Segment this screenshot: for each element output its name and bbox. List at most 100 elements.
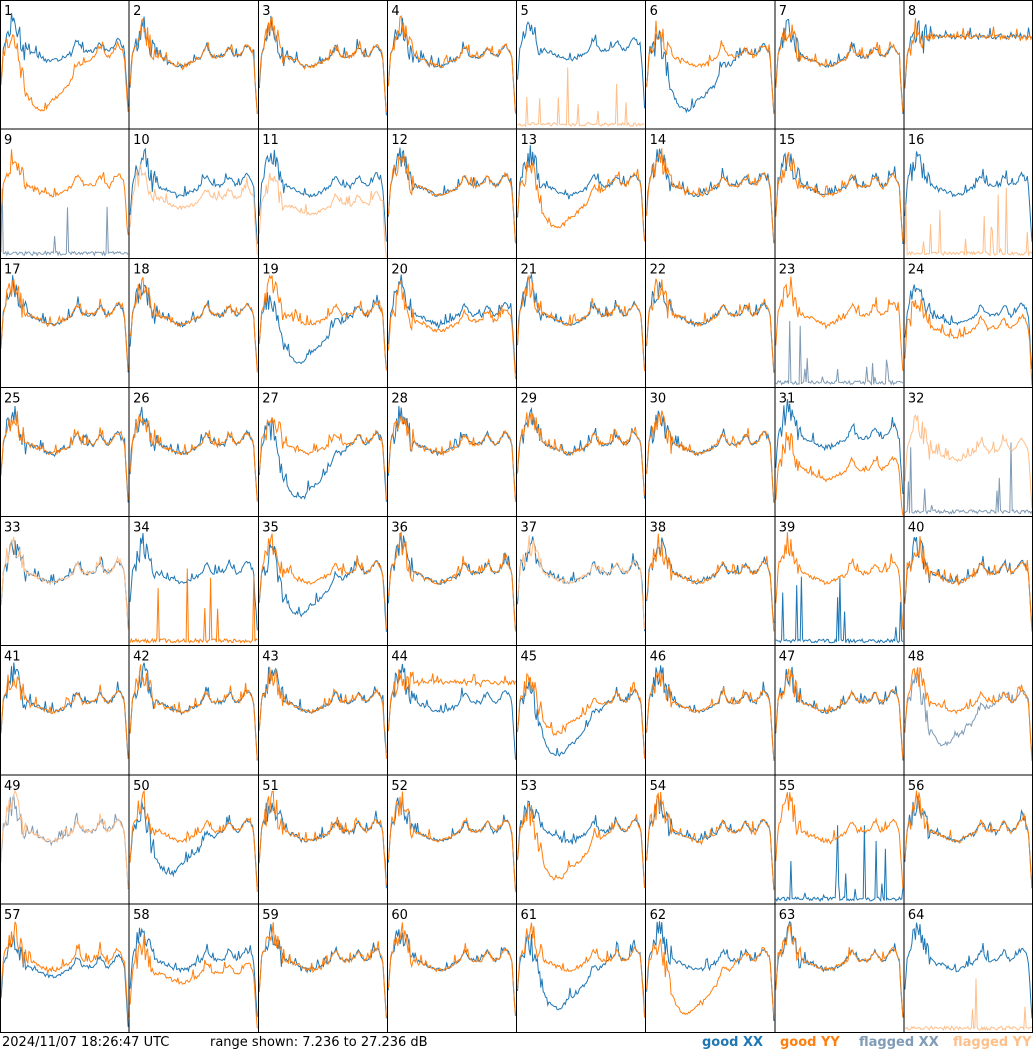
panel-label: 11 [262,133,279,148]
panel-46: 46 [646,650,775,761]
series-xx-25 [0,406,129,503]
panel-22: 22 [646,262,775,373]
panel-29: 29 [517,391,646,499]
panel-label: 15 [779,133,796,148]
series-yy-47 [775,668,904,759]
series-yy-12 [387,153,516,244]
series-yy-6 [646,20,775,115]
panel-10: 10 [129,133,258,255]
series-xx-48 [904,672,1033,754]
panel-31: 31 [775,391,904,516]
series-xx-5 [517,21,646,109]
series-xx-39 [775,576,904,645]
series-xx-12 [387,147,516,244]
panel-label: 64 [908,908,925,923]
panel-38: 38 [646,521,775,632]
panel-label: 48 [908,650,925,665]
series-xx-55 [775,825,904,903]
panel-label: 10 [133,133,150,148]
panel-label: 7 [779,4,787,19]
panel-25: 25 [0,391,129,503]
series-xx-53 [517,800,646,888]
series-xx-2 [129,16,258,114]
series-yy-33 [0,536,129,630]
legend-good-yy: good YY [780,1035,840,1050]
series-xx-21 [517,274,646,372]
series-xx-31 [775,398,904,495]
series-xx-17 [0,275,129,373]
panel-19: 19 [258,262,387,371]
panel-label: 27 [262,391,279,406]
series-yy-2 [129,18,258,114]
panel-label: 39 [779,521,796,536]
series-yy-54 [646,791,775,891]
series-xx-34 [129,533,258,631]
panel-label: 37 [521,521,538,536]
panel-label: 44 [391,650,408,665]
panel-1: 1 [0,4,129,112]
series-xx-38 [646,537,775,624]
panel-12: 12 [387,133,516,244]
panel-45: 45 [517,650,646,759]
series-yy-17 [0,278,129,371]
series-yy-3 [258,16,387,113]
panel-label: 57 [4,908,21,923]
panel-label: 55 [779,779,796,794]
panel-label: 56 [908,779,925,794]
series-yy-61 [517,922,646,1018]
series-yy-22 [646,278,775,373]
series-xx-52 [387,797,516,890]
series-yy-63 [775,922,904,1018]
series-xx-51 [258,802,387,889]
series-yy-30 [646,410,775,503]
series-xx-59 [258,924,387,1019]
series-yy-24 [904,298,1033,386]
panel-60: 60 [387,908,516,1017]
panel-30: 30 [646,391,775,503]
series-yy-18 [129,276,258,373]
series-xx-28 [387,405,516,500]
panel-56: 56 [904,779,1033,889]
series-xx-20 [387,274,516,374]
series-yy-50 [129,789,258,893]
panel-label: 22 [650,262,667,277]
series-xx-56 [904,795,1033,889]
series-yy-57 [0,921,129,1018]
panel-18: 18 [129,262,258,373]
panel-9: 9 [0,133,129,257]
panel-label: 46 [650,650,667,665]
panel-26: 26 [129,391,258,502]
panel-label: 54 [650,779,667,794]
panel-8: 8 [904,4,1033,89]
timestamp-label: 2024/11/07 18:26:47 UTC [2,1035,170,1050]
panel-7: 7 [775,4,904,114]
series-xx-63 [775,920,904,1017]
panel-3: 3 [258,4,387,116]
series-xx-62 [646,921,775,1022]
series-yy-44 [387,668,516,731]
panel-label: 29 [521,391,538,406]
panel-label: 59 [262,908,279,923]
panel-35: 35 [258,521,387,632]
series-yy-27 [258,417,387,501]
panel-52: 52 [387,779,516,893]
series-yy-1 [0,34,129,112]
series-xx-43 [258,666,387,753]
series-xx-42 [129,662,258,761]
series-xx-54 [646,795,775,890]
panel-label: 8 [908,4,916,19]
panel-label: 14 [650,133,667,148]
series-xx-10 [129,147,258,245]
panel-label: 33 [4,521,21,536]
series-yy-58 [129,934,258,1029]
series-xx-41 [0,662,129,759]
series-yy-41 [0,674,129,759]
panel-63: 63 [775,908,904,1018]
series-yy-11 [258,172,387,258]
series-yy-35 [258,533,387,630]
panel-39: 39 [775,521,904,645]
series-xx-4 [387,17,516,114]
panel-24: 24 [904,262,1033,386]
series-yy-39 [775,532,904,630]
series-yy-31 [775,432,904,516]
